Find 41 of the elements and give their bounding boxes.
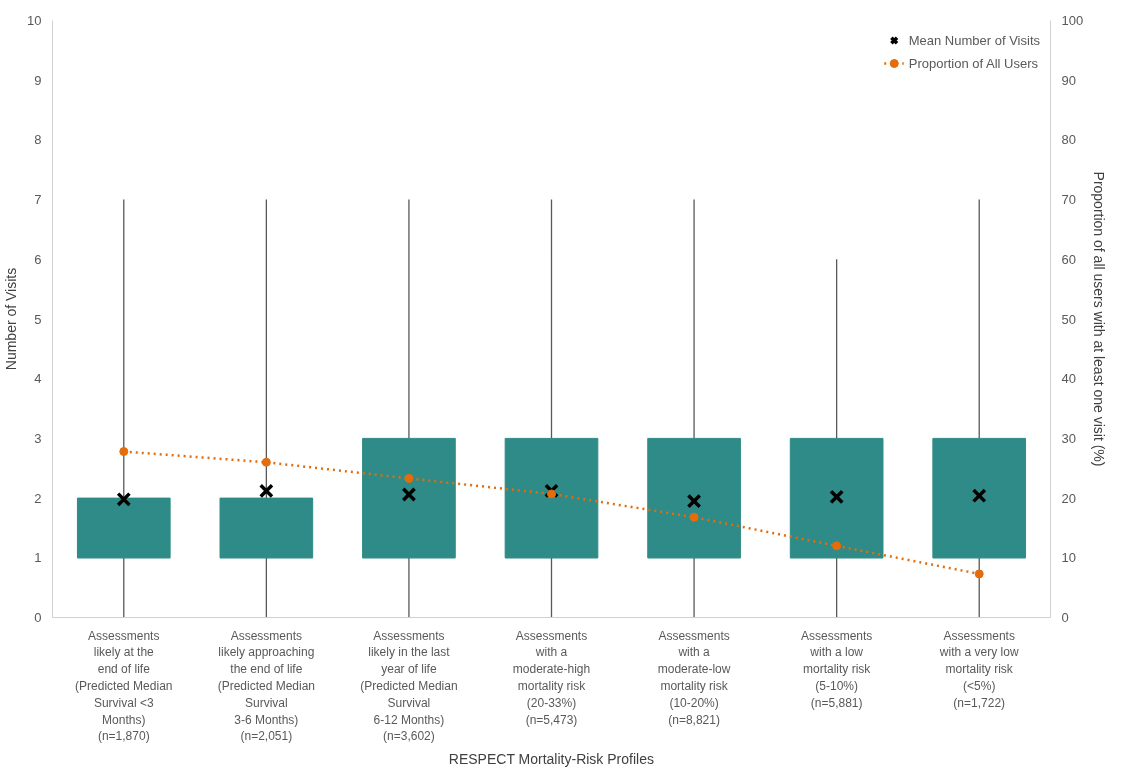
y2-tick-label: 90 bbox=[1061, 72, 1076, 88]
y-tick-label: 3 bbox=[34, 430, 42, 446]
y-tick-label: 1 bbox=[34, 550, 42, 566]
x-axis-title: RESPECT Mortality-Risk Profiles bbox=[448, 751, 654, 768]
y2-tick-label: 30 bbox=[1061, 430, 1076, 446]
legend-label: Mean Number of Visits bbox=[908, 32, 1040, 48]
y-tick-label: 10 bbox=[27, 13, 42, 28]
y2-tick-label: 50 bbox=[1061, 311, 1076, 327]
x-tick-label: Assessments with a moderate-high mortality risk (20-33%) (n=5,473) bbox=[512, 628, 591, 727]
y2-axis-title: Proportion of all users with at least one visit (%) bbox=[1091, 171, 1108, 467]
y-tick-label: 7 bbox=[34, 192, 42, 208]
y2-tick-label: 40 bbox=[1061, 371, 1076, 387]
x-tick-label: Assessments likely at the end of life (Predicted Median Survival <3 Months) (n=1,870) bbox=[75, 628, 173, 744]
x-tick-label: Assessments likely in the last year of life (Predicted Median Survival 6-12 Months) (n=3,602) bbox=[360, 628, 458, 744]
x-tick-label: Assessments likely approaching the end of life (Predicted Median Survival 3-6 Months) (n=2,051) bbox=[217, 628, 316, 744]
y2-tick-label: 100 bbox=[1061, 13, 1084, 28]
point bbox=[689, 512, 699, 522]
y2-tick-label: 20 bbox=[1061, 490, 1076, 506]
y-tick-label: 4 bbox=[34, 371, 42, 387]
y-tick-label: 6 bbox=[34, 251, 42, 267]
point bbox=[261, 457, 271, 467]
point bbox=[832, 541, 842, 551]
x-tick-label: Assessments with a very low mortality risk (<5%) (n=1,722) bbox=[938, 628, 1019, 710]
y2-tick-label: 80 bbox=[1061, 132, 1076, 148]
y-tick-label: 5 bbox=[34, 311, 42, 327]
legend-label: Proportion of All Users bbox=[908, 55, 1039, 71]
y-tick-label: 8 bbox=[34, 132, 42, 148]
y-axis-title: Number of Visits bbox=[3, 267, 20, 371]
y-tick-label: 0 bbox=[34, 610, 42, 625]
x-tick-label: Assessments with a moderate-low mortality risk (10-20%) (n=8,821) bbox=[657, 628, 731, 727]
y2-tick-label: 0 bbox=[1061, 610, 1069, 625]
y2-tick-label: 60 bbox=[1061, 251, 1076, 267]
y-tick-label: 2 bbox=[34, 490, 42, 506]
point bbox=[974, 569, 984, 579]
y-tick-label: 9 bbox=[34, 72, 42, 88]
y2-tick-label: 10 bbox=[1061, 550, 1076, 566]
point bbox=[547, 489, 556, 499]
point bbox=[119, 447, 129, 457]
point bbox=[404, 473, 414, 483]
x-tick-label: Assessments with a low mortality risk (5-10%) (n=5,881) bbox=[800, 628, 873, 710]
y2-tick-label: 70 bbox=[1061, 192, 1076, 208]
